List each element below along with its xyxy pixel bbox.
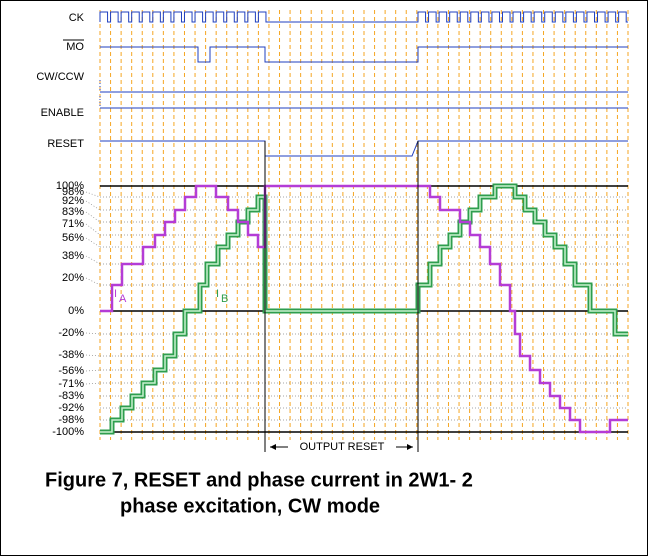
level-label: -98% bbox=[58, 414, 84, 426]
labels: 100%98%92%83%71%56%38%20%0%-20%-38%-56%-… bbox=[36, 12, 228, 438]
level-label: -38% bbox=[58, 349, 84, 361]
ck-wave bbox=[99, 11, 628, 23]
level-label: -20% bbox=[58, 327, 84, 339]
level-label: 92% bbox=[62, 195, 84, 207]
signal-label: RESET bbox=[47, 138, 84, 150]
current-symbol: I bbox=[216, 288, 219, 300]
level-label: 20% bbox=[62, 272, 84, 284]
level-label: 71% bbox=[62, 218, 84, 230]
mo-wave bbox=[100, 46, 628, 63]
level-label: -92% bbox=[58, 402, 84, 414]
level-label: 38% bbox=[62, 250, 84, 262]
arrow-head bbox=[407, 444, 413, 450]
current-sub: B bbox=[221, 293, 228, 305]
signal-label: MO bbox=[66, 41, 84, 53]
caption: phase excitation, CW mode bbox=[120, 495, 380, 517]
caption: Figure 7, RESET and phase current in 2W1… bbox=[45, 469, 473, 491]
reset-wave bbox=[100, 140, 628, 157]
signal-label: ENABLE bbox=[41, 107, 84, 119]
level-label: 83% bbox=[62, 206, 84, 218]
signal-label: CW/CCW bbox=[36, 71, 84, 83]
current-sub: A bbox=[119, 293, 127, 305]
current-symbol: I bbox=[114, 288, 117, 300]
ia-wave bbox=[100, 184, 628, 434]
level-label: -56% bbox=[58, 365, 84, 377]
arrow-head bbox=[270, 444, 276, 450]
level-label: 56% bbox=[62, 232, 84, 244]
level-label: 100% bbox=[56, 180, 84, 192]
level-label: 0% bbox=[68, 305, 84, 317]
level-label: -83% bbox=[58, 390, 84, 402]
annotation: OUTPUT RESET bbox=[300, 441, 385, 453]
level-label: 98% bbox=[62, 186, 84, 198]
leader bbox=[85, 191, 101, 198]
level-label: -71% bbox=[58, 378, 84, 390]
signal-label: CK bbox=[69, 12, 85, 24]
level-label: -100% bbox=[52, 426, 84, 438]
